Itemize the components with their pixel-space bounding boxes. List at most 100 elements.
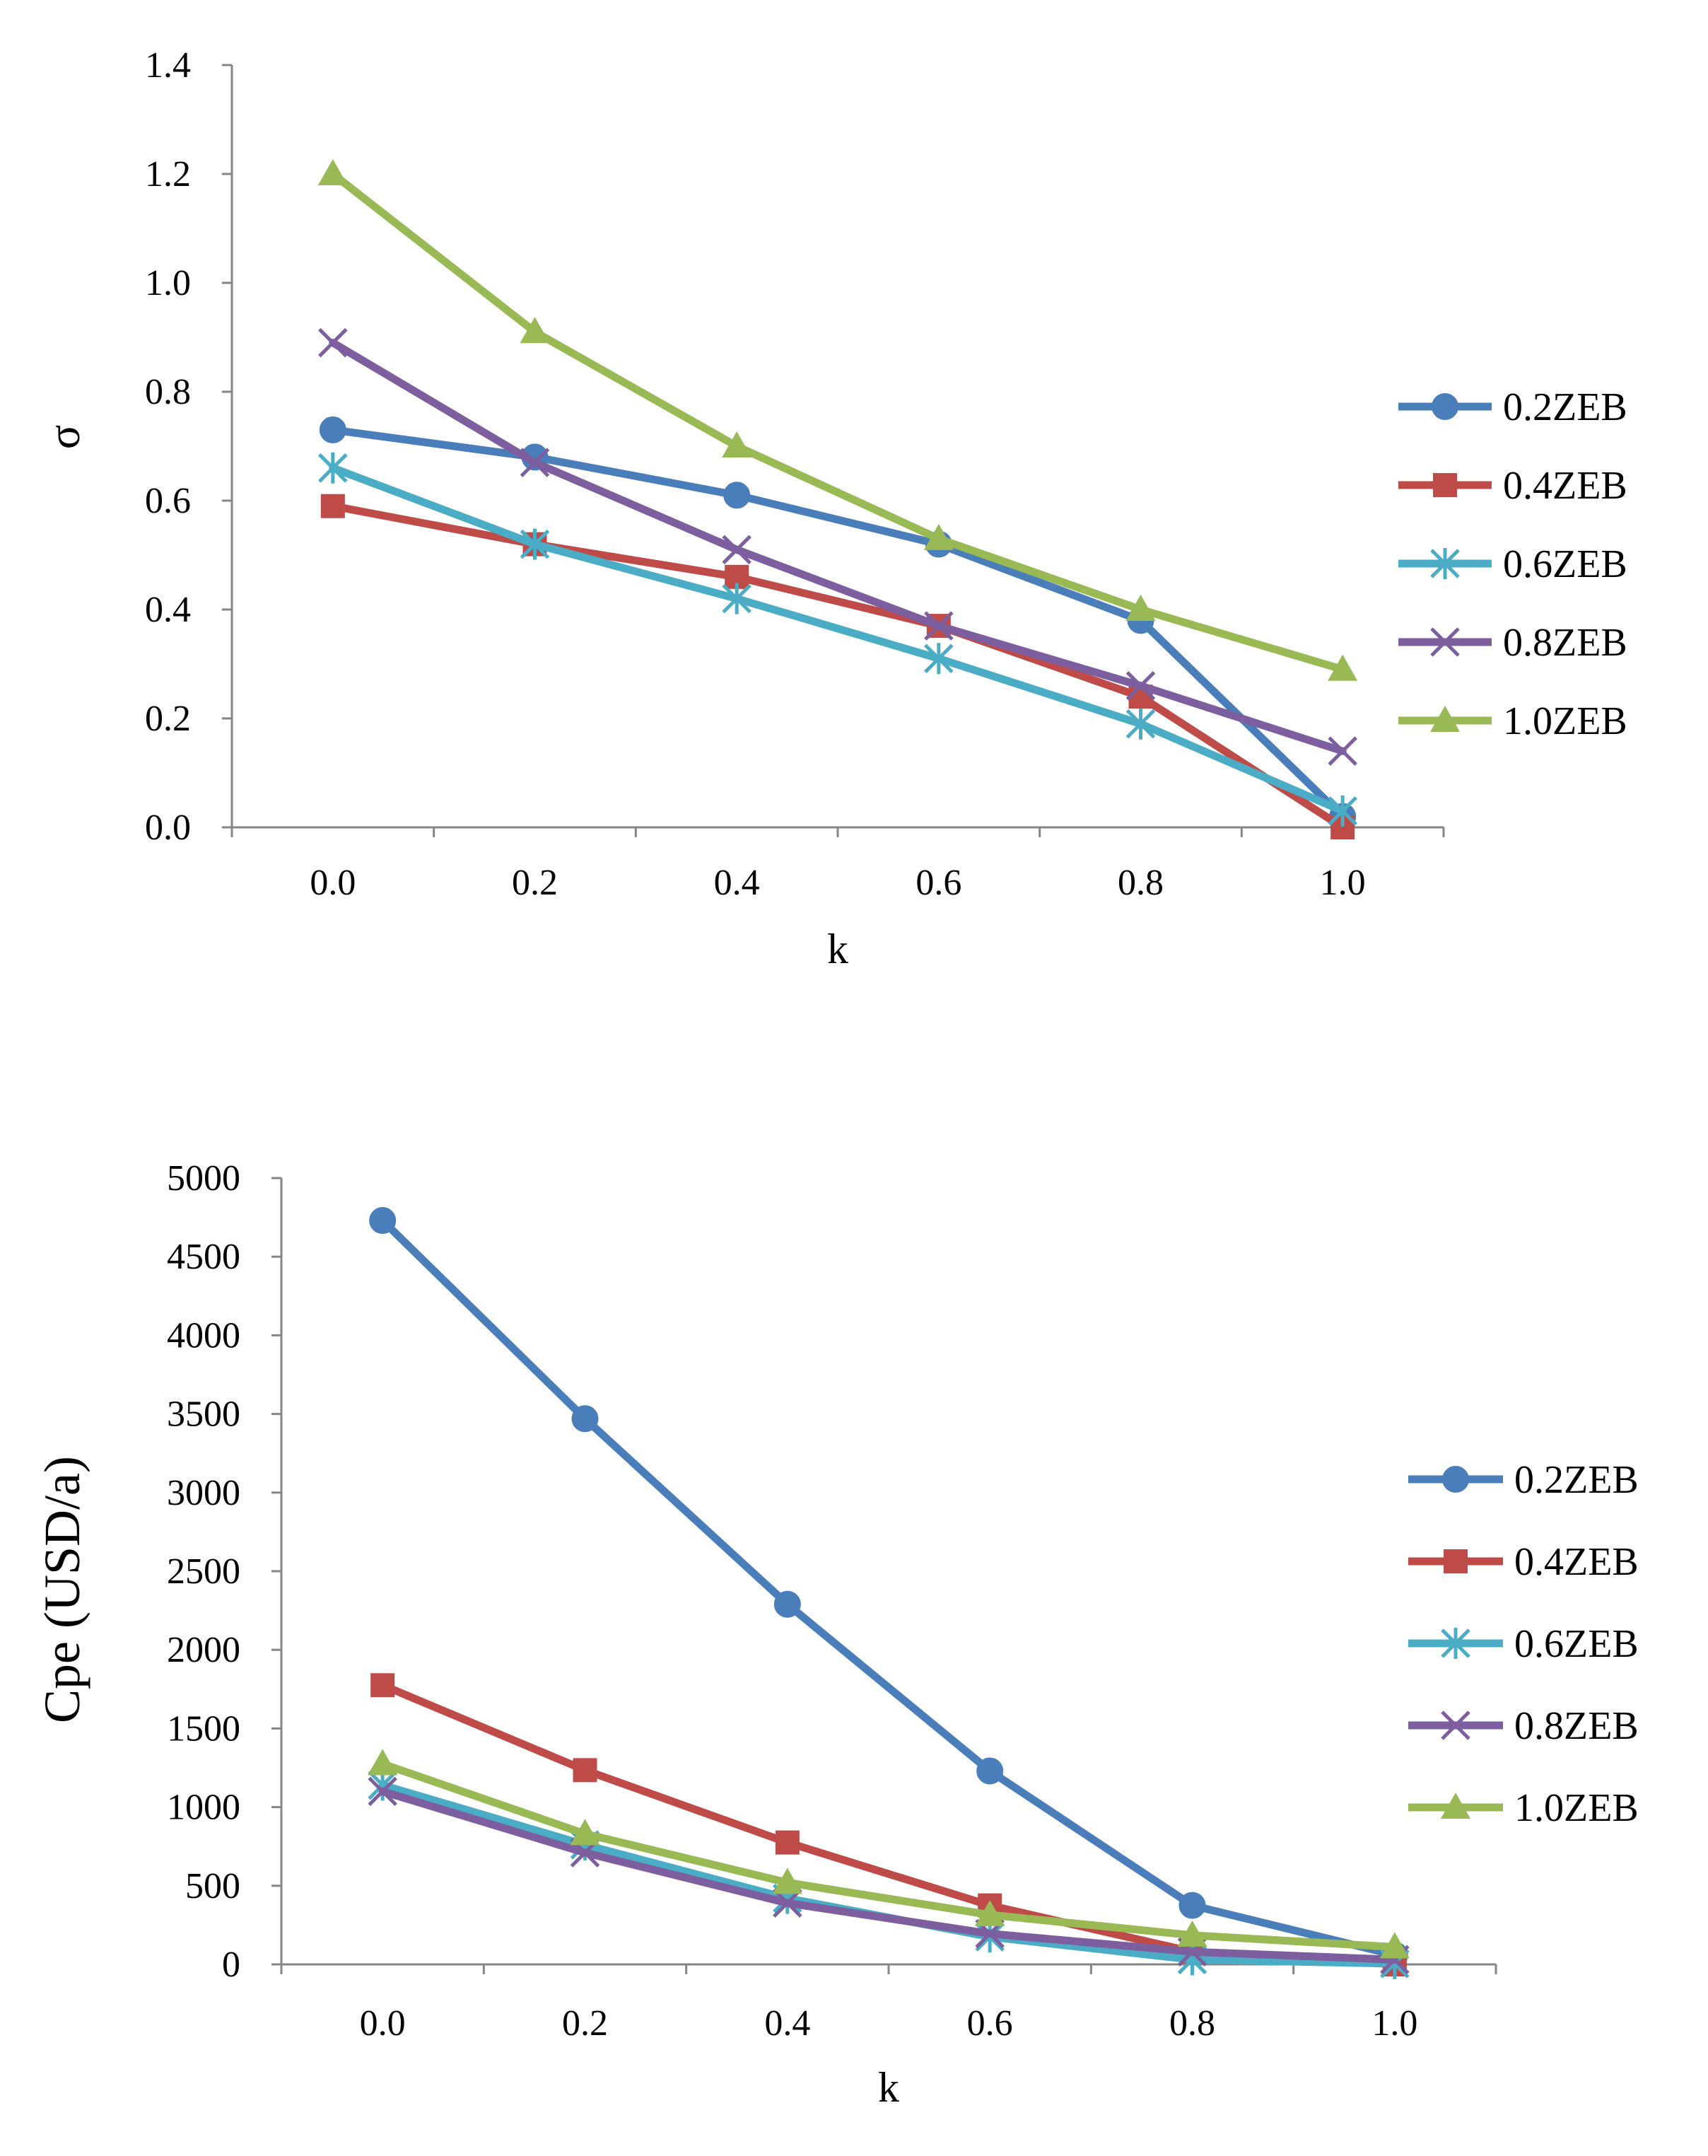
y-tick-label: 1.2 (145, 154, 191, 194)
data-point-0-4zeb (775, 1830, 800, 1855)
series-line-0-8zeb (329, 339, 1347, 755)
y-tick-label: 2500 (167, 1551, 240, 1592)
data-point-1-0zeb (1379, 1932, 1410, 1959)
legend-label-0-4zeb: 0.4ZEB (1503, 464, 1627, 508)
legend-label-1-0zeb: 1.0ZEB (1503, 699, 1627, 743)
legend-marker-0-6zeb (1441, 1628, 1470, 1659)
data-point-0-8zeb (368, 1776, 397, 1807)
legend-marker-0-2zeb (1442, 1466, 1469, 1493)
data-point-0-6zeb (924, 643, 954, 675)
data-point-1-0zeb (772, 1867, 802, 1894)
series-line-0-4zeb (378, 1681, 1399, 1969)
x-axis-title: k (827, 926, 848, 972)
x-tick-label: 0.8 (1118, 863, 1164, 903)
x-tick-label: 0.4 (764, 2003, 810, 2044)
legend-label-0-6zeb: 0.6ZEB (1514, 1622, 1639, 1666)
legend-marker-1-0zeb (1441, 1793, 1470, 1819)
legend: 0.2ZEB 0.4ZEB 0.6ZEB 0.8ZEB 1.0ZEB (1408, 1458, 1639, 1830)
series-line-0-2zeb (329, 426, 1347, 821)
data-point-0-8zeb-stroke (520, 448, 550, 477)
data-point-0-8zeb-stroke (1125, 671, 1156, 701)
y-tick-label: 4000 (167, 1315, 240, 1356)
data-point-0-6zeb (1125, 708, 1156, 740)
legend-label-0-8zeb: 0.8ZEB (1503, 621, 1627, 665)
legend-marker-0-4zeb (1444, 1549, 1468, 1573)
legend-marker-0-8zeb (1430, 627, 1460, 657)
y-tick-label: 0.6 (145, 481, 191, 521)
series-1-0zeb (317, 159, 1358, 681)
data-point-0-6zeb (722, 583, 751, 614)
data-point-0-6zeb (520, 528, 550, 560)
data-point-0-8zeb-stroke (368, 1776, 397, 1807)
x-tick-label: 1.0 (1371, 2003, 1417, 2044)
data-point-0-8zeb (924, 611, 954, 641)
data-point-1-0zeb (317, 159, 348, 185)
data-point-0-2zeb (571, 1405, 599, 1433)
series-0-6zeb (318, 452, 1357, 827)
data-point-1-0zeb (1177, 1920, 1207, 1947)
y-axis-title: Cpe (USD/a) (34, 1456, 90, 1723)
y-tick-label: 0.8 (145, 372, 191, 412)
data-point-0-8zeb (722, 535, 751, 565)
series-line-0-6zeb (329, 464, 1347, 815)
data-point-1-0zeb (923, 523, 954, 550)
series-1-0zeb (368, 1749, 1410, 1959)
legend-marker-0-8zeb-stroke (1430, 627, 1460, 657)
y-tick-label: 0.2 (145, 699, 191, 739)
data-point-0-2zeb (369, 1207, 397, 1235)
x-tick-label: 0.6 (916, 863, 961, 903)
data-point-0-8zeb-stroke (773, 1888, 802, 1918)
chart-2: 0 500 1000 1500 2000 2500 3000 3500 4000 4500 5000… (34, 1158, 1639, 2111)
data-point-0-2zeb (976, 1757, 1004, 1785)
series-line-1-0zeb (378, 1759, 1399, 1952)
data-point-0-4zeb (320, 494, 345, 518)
x-tick-label: 0.4 (714, 863, 760, 903)
data-point-1-0zeb (368, 1749, 398, 1776)
legend-marker-1-0zeb (1430, 706, 1460, 732)
legend-label-0-6zeb: 0.6ZEB (1503, 542, 1627, 586)
x-axis-title: k (878, 2064, 899, 2111)
data-point-1-0zeb (1125, 595, 1156, 621)
series-0-4zeb (320, 494, 1355, 839)
legend-marker-0-8zeb (1441, 1711, 1470, 1740)
series-0-2zeb (369, 1207, 1408, 1969)
y-tick-label: 0.4 (145, 590, 191, 630)
data-point-0-4zeb (370, 1673, 395, 1698)
data-point-1-0zeb (520, 317, 550, 344)
y-tick-label: 2000 (167, 1630, 240, 1670)
chart-1: 0.0 0.2 0.4 0.6 0.8 1.0 1.2 1.4 0.0 0.2 0.4 0.6 0.8 1… (39, 45, 1627, 972)
legend-label-0-4zeb: 0.4ZEB (1514, 1540, 1639, 1584)
data-point-0-2zeb (319, 416, 346, 443)
data-point-0-4zeb (573, 1758, 597, 1783)
y-tick-label: 500 (185, 1866, 240, 1906)
x-tick-label: 1.0 (1320, 863, 1366, 903)
legend-marker-0-8zeb-stroke (1441, 1711, 1470, 1740)
data-point-1-0zeb (570, 1819, 600, 1846)
y-tick-label: 0.0 (145, 808, 191, 848)
legend-label-1-0zeb: 1.0ZEB (1514, 1786, 1639, 1830)
legend-label-0-2zeb: 0.2ZEB (1503, 385, 1627, 429)
y-tick-label: 1.0 (145, 263, 191, 303)
data-point-0-8zeb (773, 1888, 802, 1918)
y-tick-label: 3000 (167, 1473, 240, 1513)
data-point-0-6zeb (1328, 795, 1357, 827)
data-point-0-8zeb (1125, 671, 1156, 701)
y-tick-label: 5000 (167, 1158, 240, 1199)
x-tick-label: 0.0 (360, 2003, 406, 2044)
data-point-0-2zeb (1178, 1892, 1206, 1919)
series-line-0-2zeb (378, 1216, 1399, 1959)
data-point-0-8zeb (520, 448, 550, 477)
x-tick-label: 0.6 (967, 2003, 1013, 2044)
data-point-0-6zeb (318, 452, 348, 484)
series-line-0-4zeb (329, 502, 1347, 832)
data-point-0-2zeb (773, 1590, 801, 1618)
legend-marker-0-6zeb (1430, 548, 1460, 579)
data-point-1-0zeb (722, 431, 752, 458)
y-tick-label: 1500 (167, 1708, 240, 1749)
y-tick-label: 0 (222, 1945, 240, 1985)
x-tick-label: 0.2 (512, 863, 558, 903)
y-tick-label: 1000 (167, 1788, 240, 1828)
legend-marker-0-4zeb (1433, 473, 1457, 497)
y-tick-label: 1.4 (145, 45, 191, 86)
